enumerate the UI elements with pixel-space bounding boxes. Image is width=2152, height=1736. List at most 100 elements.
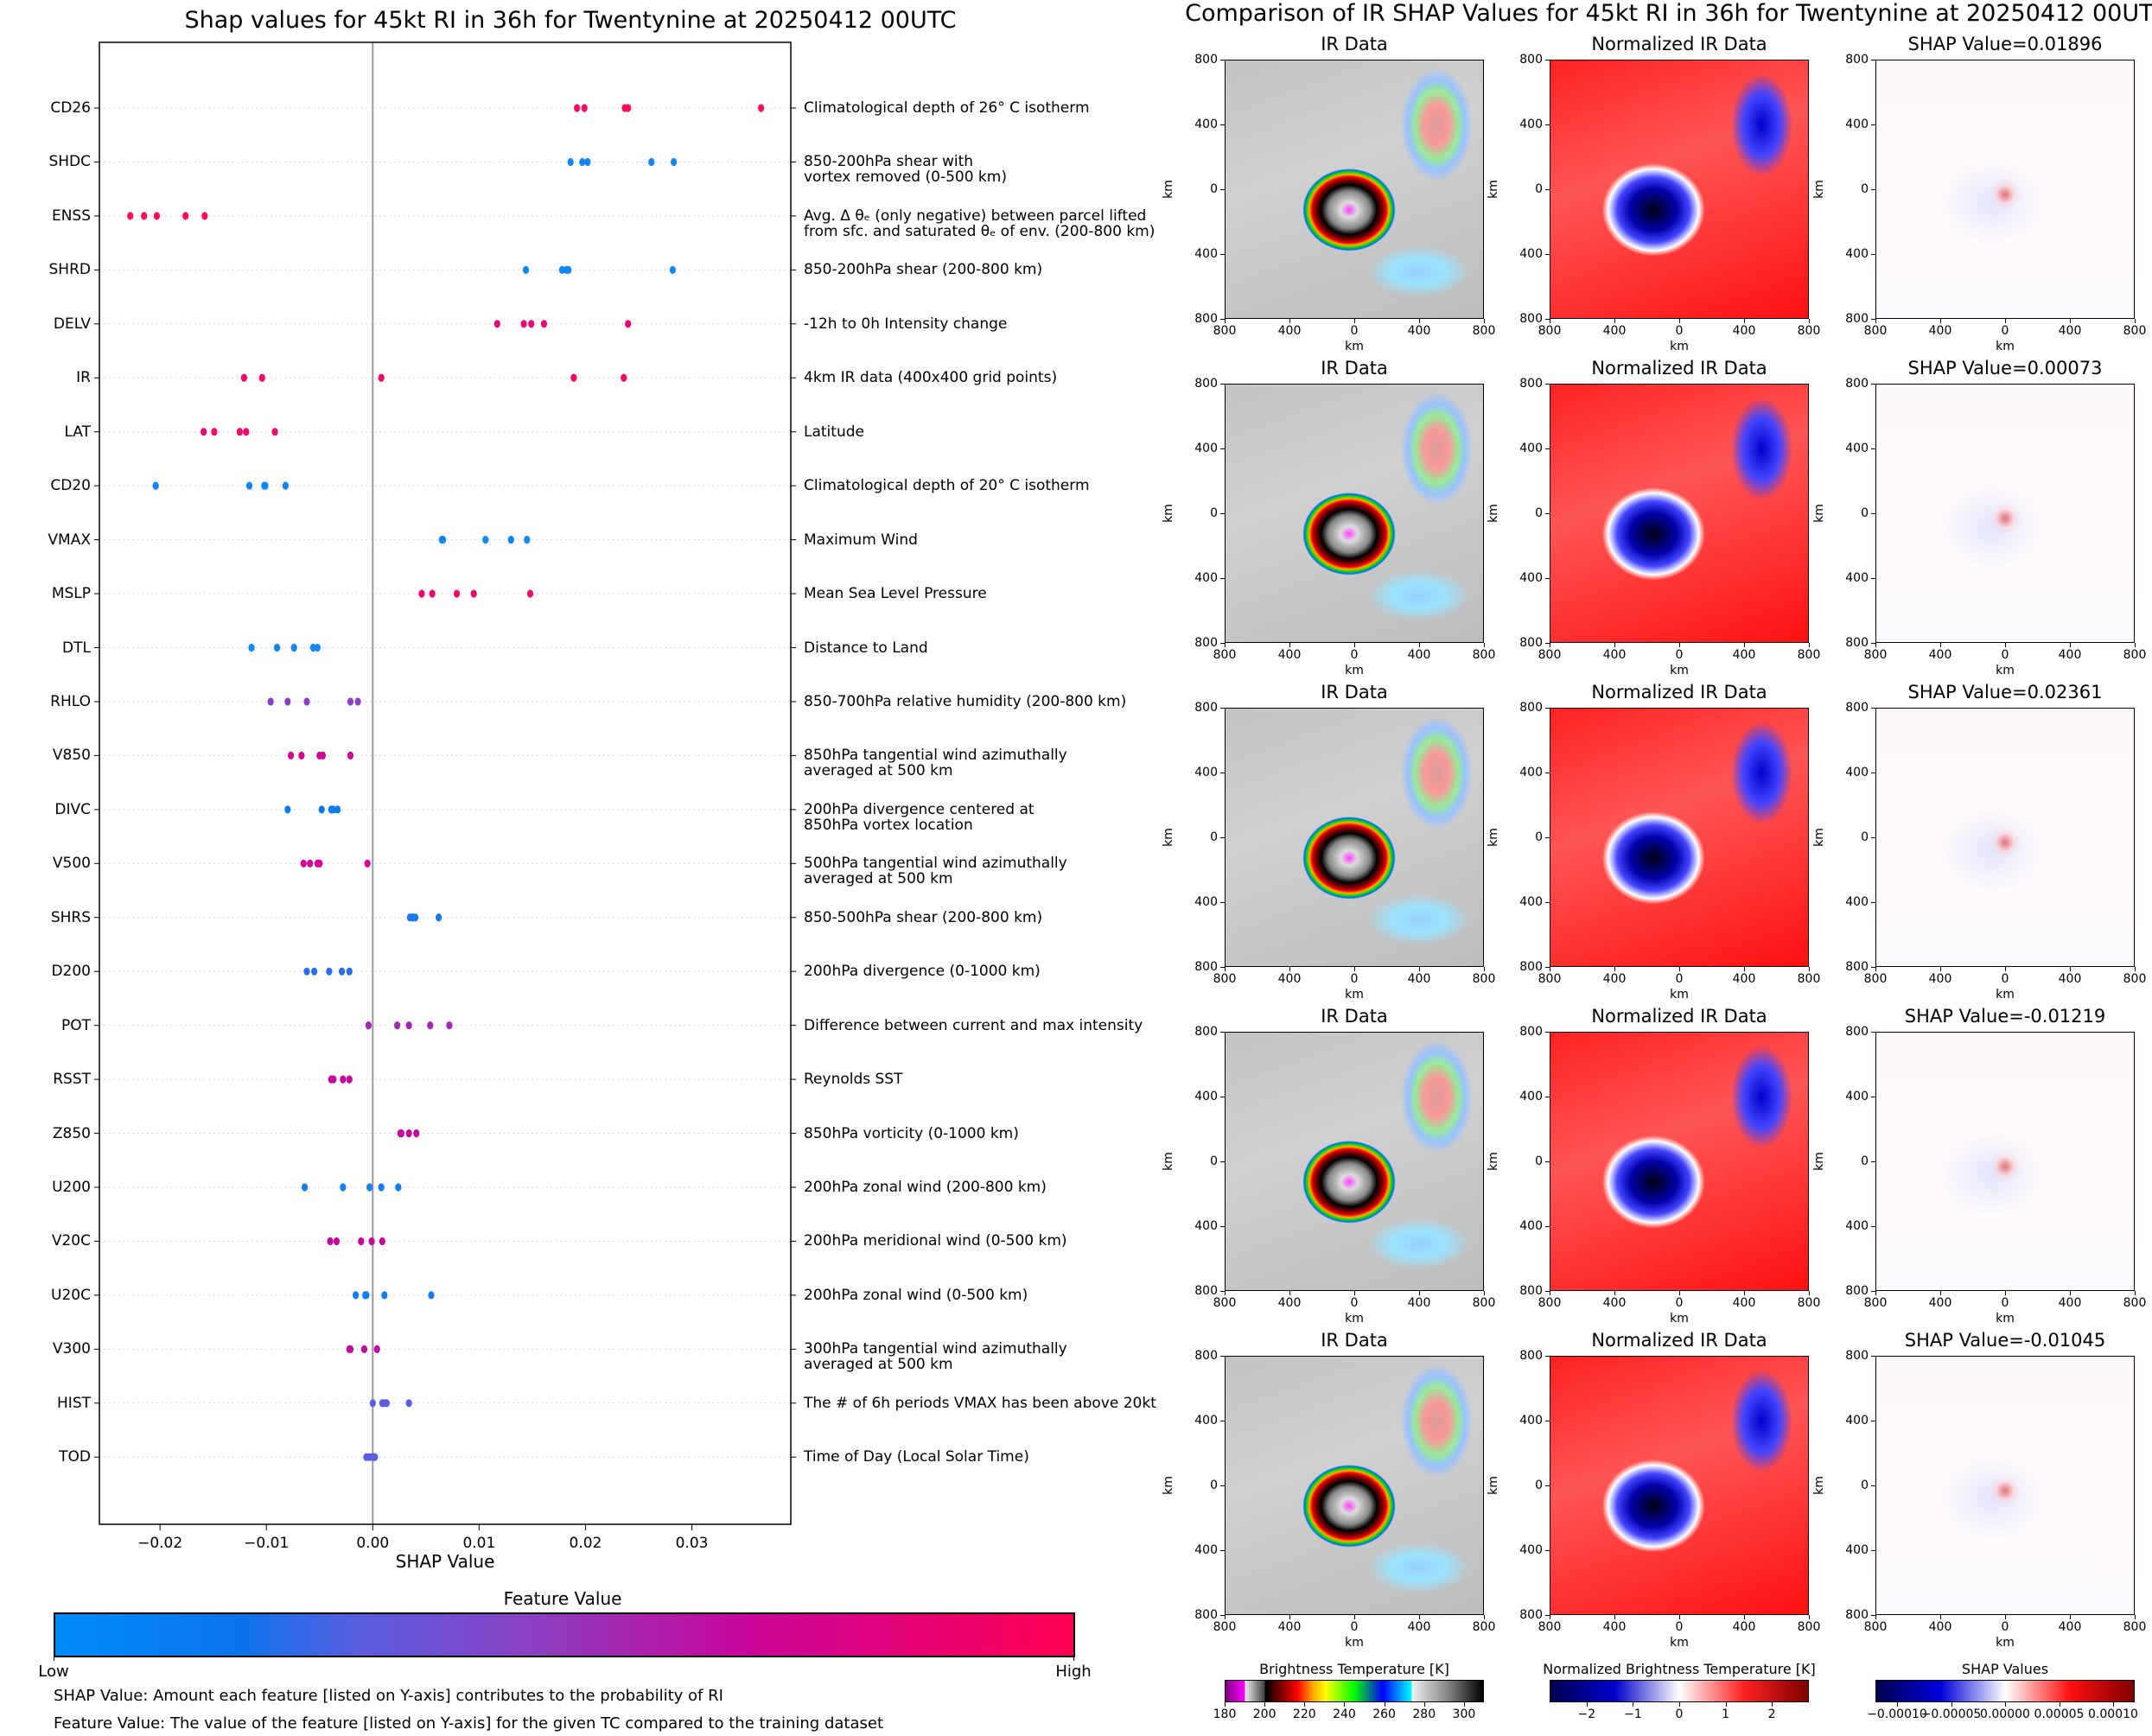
x-axis-label-km: km bbox=[1996, 1636, 2015, 1650]
y-tick bbox=[1220, 1226, 1225, 1227]
x-tick bbox=[2070, 1615, 2071, 1619]
y-axis-label-km: km bbox=[1162, 504, 1175, 523]
y-tick bbox=[1545, 1291, 1550, 1292]
x-tick bbox=[1225, 1291, 1226, 1295]
y-tick-label: 400 bbox=[1845, 1543, 1869, 1557]
y-tick bbox=[1871, 1356, 1875, 1357]
x-tick bbox=[1809, 967, 1810, 971]
colorbar-tick bbox=[1344, 1702, 1346, 1707]
x-tick bbox=[1940, 1291, 1941, 1295]
shap-point-pot bbox=[405, 1021, 412, 1030]
y-tick-label: 0 bbox=[1535, 1478, 1543, 1492]
x-tick-label: 0 bbox=[2001, 648, 2009, 662]
x-tick-label: 800 bbox=[1797, 972, 1821, 986]
x-tick bbox=[1679, 1615, 1680, 1619]
y-axis-label-km: km bbox=[1162, 1152, 1175, 1171]
footnote-shap-value: SHAP Value: Amount each feature [listed … bbox=[54, 1687, 723, 1705]
y-tick-label: 400 bbox=[1194, 247, 1218, 261]
y-axis-label-km: km bbox=[1812, 1476, 1826, 1495]
ir-image bbox=[1225, 1356, 1484, 1615]
y-tick-label: 400 bbox=[1845, 247, 1869, 261]
shap-point-cd20 bbox=[282, 481, 289, 490]
feature-desc-delv: -12h to 0h Intensity change bbox=[804, 315, 1008, 333]
x-tick bbox=[1419, 967, 1420, 971]
shap-point-ir bbox=[378, 373, 385, 382]
colorbar-tick-label: 240 bbox=[1333, 1707, 1356, 1721]
feature-desc-tod: Time of Day (Local Solar Time) bbox=[804, 1448, 1029, 1466]
y-tick-label: 800 bbox=[1845, 1349, 1869, 1363]
y-tick bbox=[1871, 1485, 1875, 1486]
x-tick-label: 400 bbox=[1277, 1296, 1302, 1310]
y-tick bbox=[1545, 124, 1550, 125]
x-tick-label: 800 bbox=[2123, 1296, 2147, 1310]
feature-name-v500: V500 bbox=[52, 855, 91, 873]
y-tick bbox=[1545, 254, 1550, 255]
x-tick-label: 800 bbox=[2123, 324, 2147, 338]
feature-desc-z850: 850hPa vorticity (0-1000 km) bbox=[804, 1124, 1019, 1142]
y-tick bbox=[1545, 1615, 1550, 1616]
colorbar-tick bbox=[2005, 1702, 2006, 1707]
x-tick bbox=[1419, 1615, 1420, 1619]
colorbar-tick-label: 200 bbox=[1252, 1707, 1277, 1721]
feature-desc-divc: 200hPa divergence centered at 850hPa vor… bbox=[804, 800, 1035, 834]
y-tick bbox=[1545, 448, 1550, 449]
colorbar-tick-label: 280 bbox=[1412, 1707, 1436, 1721]
shap-image bbox=[1875, 1356, 2135, 1615]
shap-point-enss bbox=[201, 212, 208, 220]
y-tick-label: 800 bbox=[1194, 1608, 1218, 1622]
normalized-ir-image bbox=[1550, 708, 1809, 967]
x-tick-label: 0 bbox=[2001, 1296, 2009, 1310]
shap-point-dtl bbox=[248, 643, 255, 652]
feature-desc-shrd: 850-200hPa shear (200-800 km) bbox=[804, 261, 1043, 279]
feature-desc-lat: Latitude bbox=[804, 423, 864, 441]
shap-point-rhlo bbox=[347, 697, 354, 706]
shap-point-enss bbox=[153, 212, 161, 220]
x-tick-label: 800 bbox=[1213, 648, 1237, 662]
shap-point-v20c bbox=[358, 1237, 365, 1246]
feature-name-rsst: RSST bbox=[53, 1071, 91, 1089]
x-axis-label-km: km bbox=[1345, 1312, 1364, 1326]
x-axis-label-km: km bbox=[1996, 340, 2015, 353]
shap-point-v20c bbox=[368, 1237, 375, 1246]
x-tick bbox=[1225, 643, 1226, 647]
x-tick-label: 0 bbox=[2001, 324, 2009, 338]
shap-point-cd26 bbox=[757, 104, 765, 112]
y-tick bbox=[1871, 1032, 1875, 1033]
y-tick bbox=[1545, 902, 1550, 903]
ir-data-title: IR Data bbox=[1321, 1006, 1388, 1027]
y-tick bbox=[1545, 1550, 1550, 1551]
x-tick bbox=[2005, 967, 2006, 971]
shap-point-divc bbox=[334, 805, 341, 814]
x-tick bbox=[1614, 1615, 1615, 1619]
shap-point-vmax bbox=[439, 536, 447, 544]
shap-point-shdc bbox=[648, 157, 655, 167]
x-tick bbox=[1289, 1615, 1290, 1619]
y-tick-label: 0 bbox=[1535, 506, 1543, 520]
feature-name-vmax: VMAX bbox=[48, 531, 91, 549]
x-tick bbox=[1289, 319, 1290, 323]
shap-point-v850 bbox=[298, 751, 305, 760]
ir-data-title: IR Data bbox=[1321, 34, 1388, 54]
x-axis-label-km: km bbox=[1345, 1636, 1364, 1650]
y-tick bbox=[1545, 708, 1550, 709]
x-tick-label: 0 bbox=[1675, 324, 1684, 338]
shap-point-lat bbox=[236, 428, 244, 436]
x-tick bbox=[1289, 967, 1290, 971]
x-tick-label: 400 bbox=[1602, 324, 1627, 338]
y-tick-label: 400 bbox=[1519, 1543, 1543, 1557]
y-tick-label: 400 bbox=[1194, 895, 1218, 909]
ir-image bbox=[1225, 60, 1484, 319]
shap-summary-plot bbox=[94, 41, 796, 1530]
x-tick-label: 0 bbox=[1675, 972, 1684, 986]
x-tick bbox=[2135, 319, 2136, 323]
y-tick bbox=[1545, 967, 1550, 968]
shap-point-rsst bbox=[346, 1075, 353, 1084]
x-axis-label-km: km bbox=[1670, 664, 1689, 677]
normalized-ir-title: Normalized IR Data bbox=[1591, 682, 1767, 703]
y-tick bbox=[1871, 643, 1875, 644]
y-tick-label: 800 bbox=[1845, 960, 1869, 974]
feature-name-u20c: U20C bbox=[51, 1286, 91, 1304]
shap-point-v850 bbox=[319, 751, 327, 760]
x-axis-label-km: km bbox=[1670, 1312, 1689, 1326]
x-tick-label: 800 bbox=[1538, 1296, 1562, 1310]
